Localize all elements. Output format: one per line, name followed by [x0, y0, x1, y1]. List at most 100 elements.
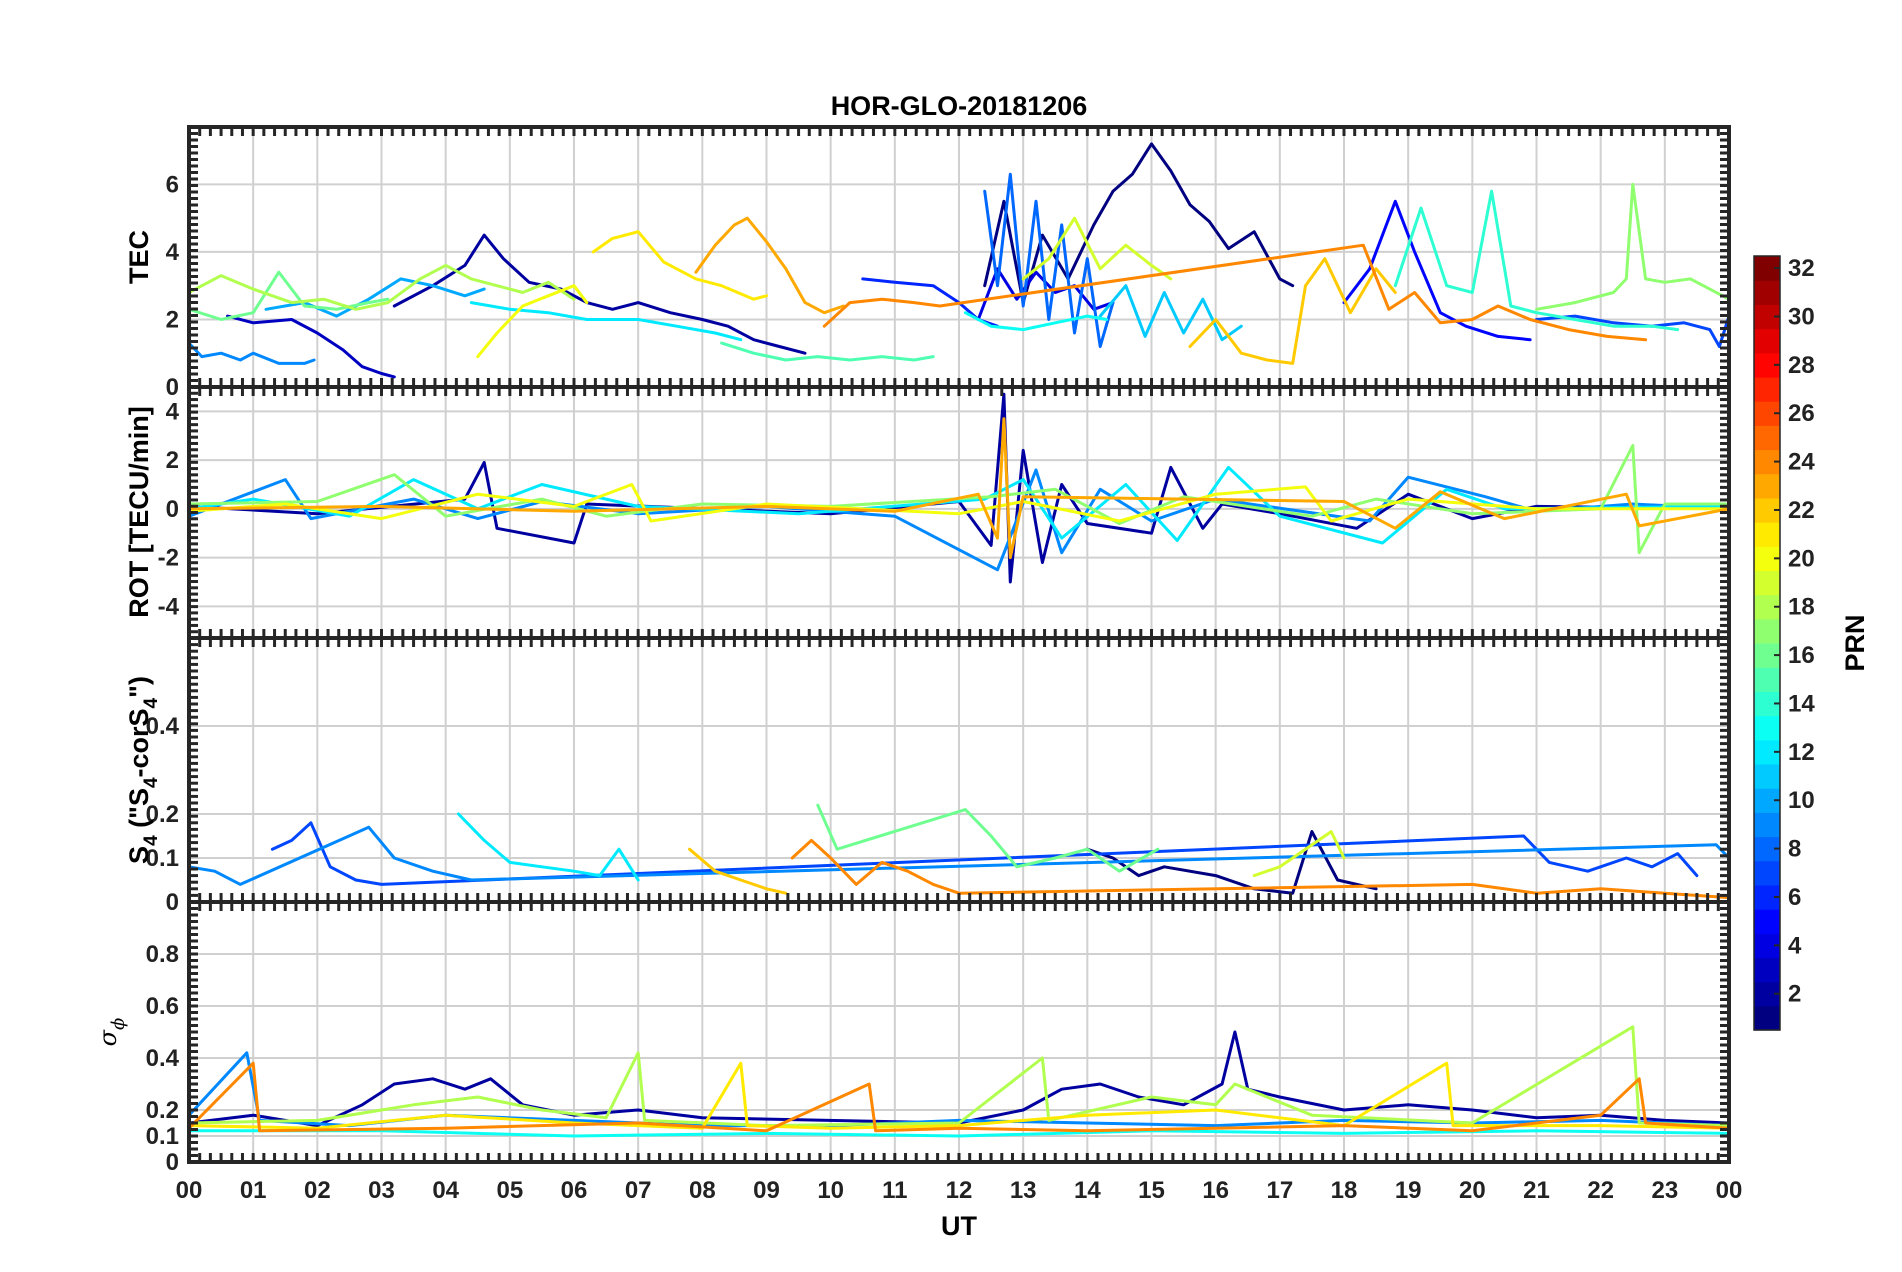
rot-y-axis-label: ROT [TECU/min]	[124, 406, 154, 617]
sigma_phi-ytick-label: 0.1	[146, 1123, 179, 1150]
s4-y-axis-label: S4 ("S4-corS4")	[124, 676, 162, 864]
tec-y-axis-label: TEC	[124, 230, 154, 284]
colorbar-swatch	[1754, 280, 1780, 305]
rot-series-prn-23	[189, 417, 1729, 560]
x-tick-label: 01	[240, 1177, 267, 1204]
chart-title: HOR-GLO-20181206	[831, 91, 1088, 121]
colorbar-tick-label: 6	[1788, 884, 1801, 911]
x-tick-label: 07	[625, 1177, 652, 1204]
rot-ytick-label: 2	[166, 447, 179, 474]
colorbar-tick-label: 10	[1788, 787, 1815, 814]
x-tick-label: 00	[1716, 1177, 1743, 1204]
sigma_phi-ytick-label: 0.6	[146, 993, 179, 1020]
tec-series-prn-19	[1021, 216, 1173, 281]
rot-ytick-label: 0	[166, 496, 179, 523]
x-tick-label: 03	[368, 1177, 395, 1204]
tec-series-prn-21	[591, 230, 768, 301]
x-tick-label: 14	[1074, 1177, 1101, 1204]
rot-series-prn-17	[189, 444, 1729, 555]
tec-series-prn-2	[392, 233, 807, 355]
tec-panel: 0 2 4 6	[166, 125, 1731, 401]
tec-ytick-label: 6	[166, 171, 179, 198]
tec-series-prn-13	[963, 311, 1109, 332]
colorbar-tick-label: 16	[1788, 642, 1815, 669]
colorbar-tick-label: 14	[1788, 690, 1815, 717]
x-tick-label: 10	[817, 1177, 844, 1204]
rot-series-prn-12	[189, 465, 1729, 545]
tec-ytick-label: 2	[166, 306, 179, 333]
tec-series-prn-14	[1393, 189, 1680, 332]
x-tick-label: 11	[882, 1177, 907, 1204]
s4-series-prn-12	[457, 812, 640, 882]
sigma-phi-panel: 00.10.2 0.4 0.6 0.8	[146, 900, 1731, 1176]
sigma_phi-series-prn-18	[189, 1025, 1729, 1128]
s4-ytick-label: 0.4	[146, 713, 180, 740]
colorbar-swatch	[1754, 522, 1780, 547]
s4-panel: 0 0.1 0.2 0.4	[146, 636, 1731, 916]
s4-series-prn-24	[790, 838, 1729, 900]
colorbar-swatch	[1754, 473, 1780, 499]
colorbar-swatch	[1754, 957, 1780, 983]
sigma_phi-ytick-label: 0.4	[146, 1045, 180, 1072]
tec-series-prn-18	[189, 263, 576, 311]
x-tick-label: 20	[1459, 1177, 1486, 1204]
x-tick-label: 19	[1395, 1177, 1422, 1204]
s4-series-prn-22	[688, 847, 788, 895]
colorbar-swatch	[1754, 376, 1780, 402]
x-tick-label: 16	[1202, 1177, 1229, 1204]
tec-series-prn-15	[720, 341, 935, 362]
x-tick-label: 18	[1331, 1177, 1358, 1204]
tec-ytick-label: 4	[166, 239, 180, 266]
colorbar-tick-label: 32	[1788, 255, 1815, 282]
x-tick-label: 12	[946, 1177, 973, 1204]
colorbar-tick-label: 22	[1788, 497, 1815, 524]
sigma_phi-series-prn-24	[189, 1061, 1729, 1133]
colorbar-tick-label: 18	[1788, 594, 1815, 621]
sigma_phi-frame	[187, 900, 1731, 1164]
x-axis-label: UT	[941, 1211, 977, 1241]
rot-panel: -4 -2 0 2 4	[158, 385, 1731, 640]
s4-series-prn-9	[189, 825, 1729, 886]
rot-ytick-label: 4	[166, 398, 180, 425]
x-tick-label: 15	[1138, 1177, 1165, 1204]
colorbar-tick-label: 24	[1788, 449, 1815, 476]
colorbar-tick-label: 26	[1788, 400, 1815, 427]
colorbar-tick-label: 28	[1788, 352, 1815, 379]
sigma_phi-ytick-label: 0.8	[146, 941, 179, 968]
colorbar-tick-label: 30	[1788, 303, 1815, 330]
colorbar-tick-label: 12	[1788, 739, 1815, 766]
s4-series-prn-19	[1252, 830, 1346, 878]
colorbar-tick-label: 2	[1788, 981, 1801, 1008]
tec-series-prn-5	[1342, 199, 1532, 342]
rot-series-prn-20	[189, 483, 1729, 523]
tec-series-prn-16	[189, 270, 390, 321]
tec-ytick-label: 0	[166, 374, 179, 401]
colorbar-swatch	[1754, 763, 1780, 789]
colorbar-swatch	[1754, 328, 1780, 354]
colorbar-swatch	[1754, 618, 1780, 644]
tec-series-prn-9	[189, 341, 316, 365]
x-tick-label: 23	[1651, 1177, 1678, 1204]
sigma_phi-ytick-label: 0.2	[146, 1097, 179, 1124]
sigma_phi-series-prn-2	[189, 1030, 1729, 1128]
s4-ytick-label: 0.2	[146, 801, 179, 828]
s4-series-prn-7	[270, 821, 1699, 886]
colorbar-label: PRN	[1840, 614, 1870, 671]
s4-ytick-label: 0	[166, 889, 179, 916]
rot-ytick-label: -2	[158, 545, 179, 572]
sigma_phi-series-prn-21	[189, 1061, 1729, 1130]
sigma_phi-ytick-label: 0	[166, 1149, 179, 1176]
x-tick-label: 21	[1523, 1177, 1550, 1204]
tec-series-prn-12	[469, 301, 743, 342]
tec-series-prn-20	[476, 284, 589, 359]
tec-series-prn-24	[822, 243, 1648, 342]
tec-series-prn-17	[1535, 182, 1729, 311]
tec-series-prn-22	[1188, 257, 1397, 365]
tec-series-prn-1	[983, 142, 1295, 305]
tec-series-prn-11	[1098, 284, 1243, 342]
x-tick-label: 08	[689, 1177, 716, 1204]
colorbar-swatch	[1754, 425, 1780, 451]
x-tick-label: 09	[753, 1177, 780, 1204]
colorbar-frame	[1753, 255, 1781, 1031]
